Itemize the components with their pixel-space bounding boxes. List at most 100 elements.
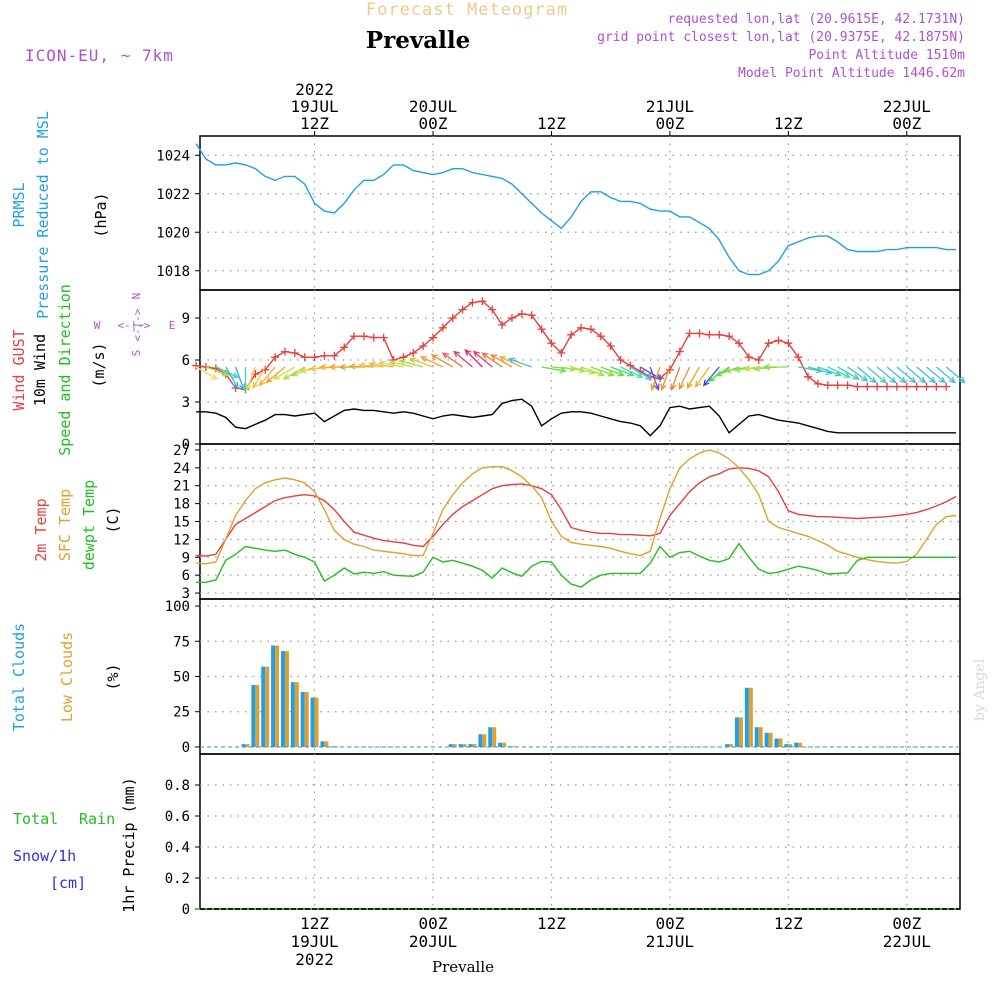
precip-labels: Total Rain Snow/1h [cm] 1hr Precip (mm) xyxy=(13,777,138,912)
low-clouds-bar xyxy=(304,692,309,747)
total-clouds-bar xyxy=(251,684,256,747)
total-clouds-bar xyxy=(794,742,799,747)
y-tick-label: 0 xyxy=(182,740,190,756)
low-clouds-bar xyxy=(462,744,467,747)
wind-direction-arrow xyxy=(245,366,256,391)
low-clouds-bar xyxy=(788,744,793,747)
gust-marker xyxy=(517,309,526,318)
dewpt-temp-line xyxy=(196,542,957,588)
low-clouds-bar xyxy=(511,746,516,748)
y-tick-label: 9 xyxy=(182,311,190,327)
gust-marker xyxy=(804,372,813,381)
gust-marker xyxy=(942,382,951,391)
low-clouds-bar xyxy=(245,744,250,747)
total-clouds-bar xyxy=(330,746,335,748)
chart-title: Prevalle xyxy=(366,27,470,54)
y-tick-label: 24 xyxy=(173,461,190,477)
total-clouds-bar xyxy=(784,744,789,747)
label-total-clouds: Total Clouds xyxy=(10,623,28,731)
gust-marker xyxy=(557,349,566,357)
wind-direction-arrow xyxy=(472,350,493,368)
wind-direction-arrow xyxy=(430,354,454,368)
wind-direction-arrow xyxy=(541,366,567,374)
label-ms: (m/s) xyxy=(90,342,108,387)
gust-marker xyxy=(567,330,576,339)
total-clouds-bar xyxy=(310,697,315,747)
gust-marker xyxy=(537,325,546,334)
time-label-bottom: 00Z xyxy=(419,914,448,933)
gust-marker xyxy=(359,332,368,341)
compass-ew-arrow: <-|-> xyxy=(117,319,150,332)
total-clouds-bar xyxy=(725,744,730,747)
gust-marker xyxy=(498,321,507,329)
gust-marker xyxy=(577,323,586,332)
wind-direction-arrow xyxy=(762,363,789,371)
wind-direction-arrow xyxy=(866,366,887,384)
y-tick-label: 0.2 xyxy=(165,871,190,887)
wind-direction-arrow xyxy=(388,359,414,368)
wind-direction-arrow xyxy=(441,352,463,368)
gust-marker xyxy=(596,332,605,341)
time-label-bottom: 22JUL xyxy=(883,932,931,951)
time-label-bottom: 2022 xyxy=(295,950,334,969)
compass-w: W xyxy=(94,319,101,332)
gust-marker xyxy=(922,382,931,391)
wind-direction-arrow xyxy=(886,366,907,384)
label-speed-direction: Speed and Direction xyxy=(56,284,74,456)
gust-marker xyxy=(774,336,783,345)
y-tick-label: 0.6 xyxy=(165,809,190,825)
time-label-top: 2022 xyxy=(295,80,334,99)
low-clouds-bar xyxy=(738,717,743,747)
panel-wind: 0 3 6 9 xyxy=(182,289,966,453)
gust-marker xyxy=(369,333,378,342)
y-tick-label: 18 xyxy=(173,497,190,513)
label-snow: Snow/1h xyxy=(13,847,76,865)
10m-wind-line xyxy=(196,398,957,437)
y-tick-label: 1018 xyxy=(156,264,190,280)
2m-temp-line xyxy=(196,467,957,557)
gust-marker xyxy=(320,351,329,360)
time-label-top: 19JUL xyxy=(290,97,338,116)
gust-marker xyxy=(764,339,773,348)
wind-direction-arrow xyxy=(670,366,681,391)
low-clouds-bar xyxy=(729,744,734,747)
y-tick-label: 0 xyxy=(182,902,190,918)
wind-direction-arrow xyxy=(507,357,532,368)
gust-marker xyxy=(290,349,299,357)
gust-marker xyxy=(468,298,477,307)
low-clouds-bar xyxy=(314,697,319,747)
wind-direction-arrow xyxy=(686,366,701,390)
wind-direction-arrow xyxy=(195,366,219,380)
low-clouds-bar xyxy=(492,727,497,747)
label-low-clouds: Low Clouds xyxy=(58,632,76,722)
label-sfc-temp: SFC Temp xyxy=(56,489,74,561)
total-clouds-bar xyxy=(764,732,769,747)
low-clouds-bar xyxy=(768,732,773,747)
gust-marker xyxy=(833,381,842,390)
low-clouds-bar xyxy=(294,682,299,747)
wind-direction-arrow xyxy=(827,366,851,378)
wind-direction-arrow xyxy=(876,366,897,384)
gust-marker xyxy=(744,353,753,362)
total-clouds-bar xyxy=(300,692,305,747)
gust-marker xyxy=(192,361,201,370)
low-clouds-bar xyxy=(275,645,280,747)
gust-marker xyxy=(547,339,556,348)
label-hpa: (hPa) xyxy=(92,192,110,237)
total-clouds-bar xyxy=(754,727,759,747)
low-clouds-bar xyxy=(798,742,803,747)
wind-direction-arrow xyxy=(837,366,860,380)
wind-direction-arrow xyxy=(847,366,869,382)
wind-direction-arrow xyxy=(258,366,276,387)
wind-labels: Wind GUST 10m Wind Speed and Direction (… xyxy=(10,284,175,456)
gust-marker xyxy=(784,339,793,348)
gust-marker xyxy=(626,361,635,370)
time-label-top: 12Z xyxy=(537,114,566,133)
y-tick-label: 0.8 xyxy=(165,778,190,794)
y-tick-label: 1020 xyxy=(156,225,190,241)
compass-ns-arrow: <-|-> xyxy=(131,308,144,341)
wind-direction-arrow xyxy=(265,366,286,384)
label-percent: (%) xyxy=(104,663,122,690)
